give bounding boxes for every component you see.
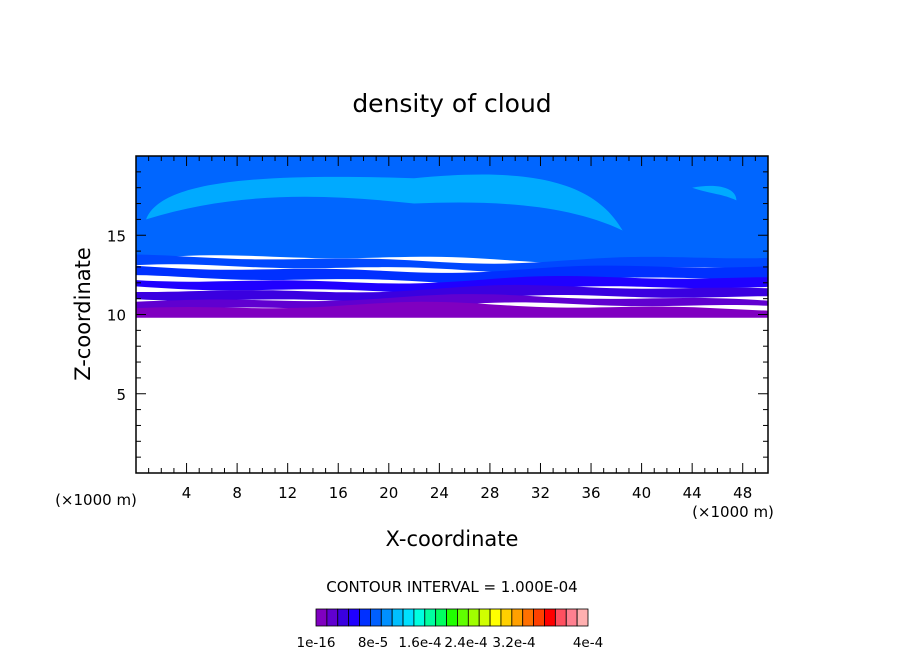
x-tick-label: 36 xyxy=(581,484,600,502)
colorbar-swatch xyxy=(369,608,382,627)
x-tick-label: 8 xyxy=(232,484,242,502)
light-cloud-region xyxy=(146,174,737,231)
colorbar-swatch xyxy=(511,608,524,627)
x-unit-left: (×1000 m) xyxy=(55,491,137,509)
contour-band xyxy=(136,294,768,310)
contour-band xyxy=(136,284,768,303)
x-tick-label: 16 xyxy=(329,484,348,502)
colorbar-swatch xyxy=(522,608,534,627)
x-tick-label: 48 xyxy=(733,484,752,502)
x-tick-label: 32 xyxy=(531,484,550,502)
colorbar-label: 1e-16 xyxy=(297,635,336,651)
y-axis-ticks: 5 10 15 xyxy=(107,171,768,458)
colorbar-swatch xyxy=(533,608,545,627)
x-axis-ticks: 4 8 12 16 20 24 28 32 36 40 44 48 xyxy=(148,156,756,502)
colorbar-swatch xyxy=(326,608,339,627)
colorbar-swatch xyxy=(478,608,491,627)
colorbar-swatch xyxy=(500,608,513,627)
colorbar-swatch xyxy=(467,608,480,627)
chart-title: density of cloud xyxy=(352,89,551,118)
x-axis-label: X-coordinate xyxy=(386,527,519,551)
contour-interval: CONTOUR INTERVAL = 1.000E-04 xyxy=(326,578,577,596)
x-tick-label: 44 xyxy=(683,484,702,502)
colorbar-label: 2.4e-4 xyxy=(444,635,487,651)
contour-band xyxy=(136,156,768,264)
y-tick-label: 10 xyxy=(107,307,126,325)
x-tick-label: 4 xyxy=(182,484,192,502)
colorbar-swatch xyxy=(457,608,469,627)
x-tick-label: 24 xyxy=(430,484,449,502)
colorbar-swatch xyxy=(544,608,556,627)
colorbar-label: 3.2e-4 xyxy=(492,635,535,651)
y-axis-label: Z-coordinate xyxy=(71,247,95,381)
colorbar-swatch xyxy=(391,608,404,627)
colorbar xyxy=(315,608,589,627)
colorbar-swatch xyxy=(424,608,437,627)
colorbar-swatch xyxy=(359,608,371,627)
colorbar-swatch xyxy=(554,608,567,627)
colorbar-swatch xyxy=(489,608,502,627)
light-cloud-shape xyxy=(692,185,737,201)
colorbar-swatch xyxy=(565,608,578,627)
colorbar-label: 8e-5 xyxy=(358,635,388,651)
colorbar-swatch xyxy=(380,608,393,627)
colorbar-label: 4e-4 xyxy=(573,635,603,651)
x-tick-label: 20 xyxy=(379,484,398,502)
x-tick-label: 28 xyxy=(480,484,499,502)
contour-band xyxy=(136,265,768,285)
colorbar-swatch xyxy=(435,608,447,627)
colorbar-swatch xyxy=(576,608,589,627)
contour-band xyxy=(136,276,768,294)
y-tick-label: 5 xyxy=(116,386,126,404)
colorbar-swatch xyxy=(348,608,360,627)
colorbar-label: 1.6e-4 xyxy=(398,635,441,651)
colorbar-swatch xyxy=(413,608,426,627)
light-cloud-shape xyxy=(146,174,623,231)
colorbar-swatch xyxy=(446,608,458,627)
y-tick-label: 15 xyxy=(107,227,126,245)
x-tick-label: 12 xyxy=(278,484,297,502)
contour-band xyxy=(136,301,768,318)
x-tick-label: 40 xyxy=(632,484,651,502)
colorbar-swatch xyxy=(315,608,328,627)
colorbar-swatch xyxy=(402,608,415,627)
colorbar-labels: 1e-16 8e-5 1.6e-4 2.4e-4 3.2e-4 4e-4 xyxy=(297,635,604,651)
x-unit-right: (×1000 m) xyxy=(692,503,774,521)
colorbar-swatch xyxy=(337,608,350,627)
